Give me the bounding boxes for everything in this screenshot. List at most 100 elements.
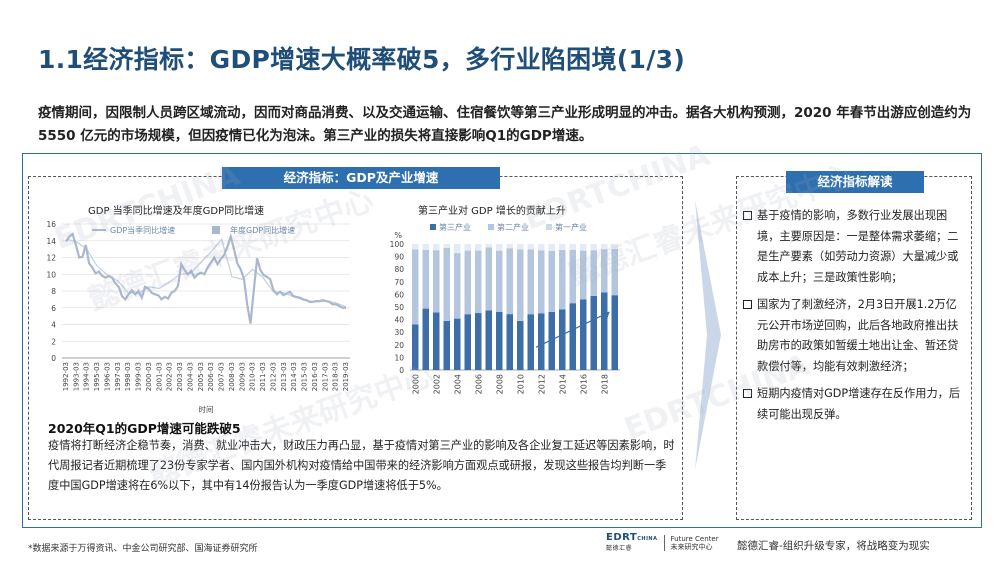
content-frame xyxy=(22,153,982,528)
bar-segment xyxy=(506,248,513,315)
legend-label: 年度GDP同比增速 xyxy=(230,225,295,235)
bar-segment xyxy=(454,253,461,319)
bar-segment xyxy=(569,249,576,304)
y-tick-label: 8 xyxy=(51,287,56,296)
y-tick-label: 10 xyxy=(46,270,56,279)
x-tick-label: 2001-03 xyxy=(155,362,163,391)
x-tick-label: 2006-03 xyxy=(207,362,215,391)
x-tick-label: 2014-03 xyxy=(290,362,298,391)
bar-segment xyxy=(506,314,513,370)
bar-segment xyxy=(433,312,440,370)
x-tick-label: 2004 xyxy=(453,374,462,394)
bar-segment xyxy=(496,311,503,370)
x-tick-label: 2018 xyxy=(600,374,609,394)
bar-segment xyxy=(422,250,429,309)
bar-segment xyxy=(527,249,534,315)
checkbox-bullet-icon xyxy=(743,211,752,220)
x-tick-label: 2003-03 xyxy=(176,362,184,391)
x-axis-label: 时间 xyxy=(199,404,214,414)
legend-swatch xyxy=(488,224,494,230)
y-tick-label: 0 xyxy=(51,354,56,363)
bar-segment xyxy=(538,244,545,251)
x-tick-label: 1994-03 xyxy=(83,362,91,391)
bar-segment xyxy=(580,244,587,251)
bullet-text: 基于疫情的影响，多数行业发展出现困境，主要原因是：一是整体需求萎缩；二是生产要素… xyxy=(757,209,959,284)
bar-segment xyxy=(422,308,429,370)
legend-swatch xyxy=(212,226,220,234)
y-tick-label: 80 xyxy=(394,265,404,274)
footer-logos: EDRTCHINA 懿德汇睿 Future Center 未来研究中心 xyxy=(606,532,719,554)
bullet-text: 短期内疫情对GDP增速存在反作用力，后续可能出现反弹。 xyxy=(757,387,961,421)
y-axis-unit: % xyxy=(394,231,402,240)
y-tick-label: 14 xyxy=(46,237,56,246)
bar-segment xyxy=(517,244,524,250)
y-tick-label: 90 xyxy=(394,253,404,262)
interpretation-tag: 经济指标解读 xyxy=(786,171,924,193)
bar-segment xyxy=(548,311,555,370)
bar-segment xyxy=(559,244,566,250)
bar-segment xyxy=(496,244,503,251)
x-tick-label: 2014 xyxy=(558,374,567,394)
x-tick-label: 2013-03 xyxy=(280,362,288,391)
sub-body: 疫情将打断经济企稳节奏，消费、就业冲击大，财政压力再凸显，基于疫情对第三产业的影… xyxy=(48,439,675,492)
bar-segment xyxy=(454,318,461,370)
x-tick-label: 2002 xyxy=(432,374,441,394)
x-tick-label: 2007-03 xyxy=(218,362,226,391)
bar-segment xyxy=(496,250,503,312)
y-tick-label: 40 xyxy=(394,316,404,325)
bar-segment xyxy=(485,310,492,370)
x-tick-label: 2012-03 xyxy=(269,362,277,391)
bar-segment xyxy=(527,244,534,250)
bar-segment xyxy=(412,249,419,325)
footer-slogan: 懿德汇睿-组织升级专家，将战略变为现实 xyxy=(737,540,930,552)
x-tick-label: 2015-03 xyxy=(301,362,309,391)
bar-segment xyxy=(611,248,618,296)
bar-segment xyxy=(601,249,608,293)
bar-segment xyxy=(601,292,608,370)
bar-segment xyxy=(569,244,576,250)
x-tick-label: 2010 xyxy=(516,374,525,394)
edrt-logo: EDRTCHINA 懿德汇睿 xyxy=(606,531,658,552)
bar-segment xyxy=(517,320,524,370)
series-line-quarterly xyxy=(65,232,346,324)
y-tick-label: 10 xyxy=(394,353,404,362)
x-tick-label: 1996-03 xyxy=(103,362,111,391)
bar-segment xyxy=(464,314,471,370)
line-chart-title: GDP 当季同比增速及年度GDP同比增速 xyxy=(88,206,265,217)
bar-segment xyxy=(538,250,545,314)
bar-segment xyxy=(590,250,597,296)
bar-segment xyxy=(485,247,492,311)
bar-segment xyxy=(517,249,524,321)
section-tag: 经济指标：GDP及产业增速 xyxy=(222,167,500,189)
legend-label: 第一产业 xyxy=(555,222,587,232)
sub-heading: 2020年Q1的GDP增速可能跌破5 xyxy=(48,421,241,436)
bar-segment xyxy=(506,244,513,249)
x-tick-label: 1993-03 xyxy=(72,362,80,391)
bar-chart-title: 第三产业对 GDP 增长的贡献上升 xyxy=(418,206,566,217)
bar-segment xyxy=(527,314,534,370)
intro-paragraph: 疫情期间，因限制人员跨区域流动，因而对商品消费、以及交通运输、住宿餐饮等第三产业… xyxy=(38,105,972,144)
bar-segment xyxy=(548,244,555,251)
bar-segment xyxy=(443,244,450,248)
x-tick-label: 2016 xyxy=(579,374,588,394)
bar-segment xyxy=(559,249,566,310)
legend-label: 第二产业 xyxy=(497,222,529,232)
bar-segment xyxy=(611,244,618,249)
x-tick-label: 1997-03 xyxy=(114,362,122,391)
x-tick-label: 1999-03 xyxy=(135,362,143,391)
trend-arrowhead xyxy=(603,312,610,319)
x-tick-label: 2000-03 xyxy=(145,362,153,391)
bar-segment xyxy=(601,244,608,250)
x-tick-label: 1992-03 xyxy=(62,362,70,391)
bar-segment xyxy=(580,250,587,300)
y-tick-label: 4 xyxy=(51,321,56,330)
page-title: 1.1经济指标：GDP增速大概率破5，多行业陷困境(1/3) xyxy=(38,45,686,74)
y-tick-label: 60 xyxy=(394,290,404,299)
bar-segment xyxy=(548,250,555,312)
y-tick-label: 20 xyxy=(394,341,404,350)
chevron-arrow-icon xyxy=(695,200,721,470)
interpretation-list: 基于疫情的影响，多数行业发展出现困境，主要原因是：一是整体需求萎缩；二是生产要素… xyxy=(743,206,968,432)
y-tick-label: 2 xyxy=(51,337,56,346)
future-center-logo: Future Center 未来研究中心 xyxy=(670,535,719,551)
